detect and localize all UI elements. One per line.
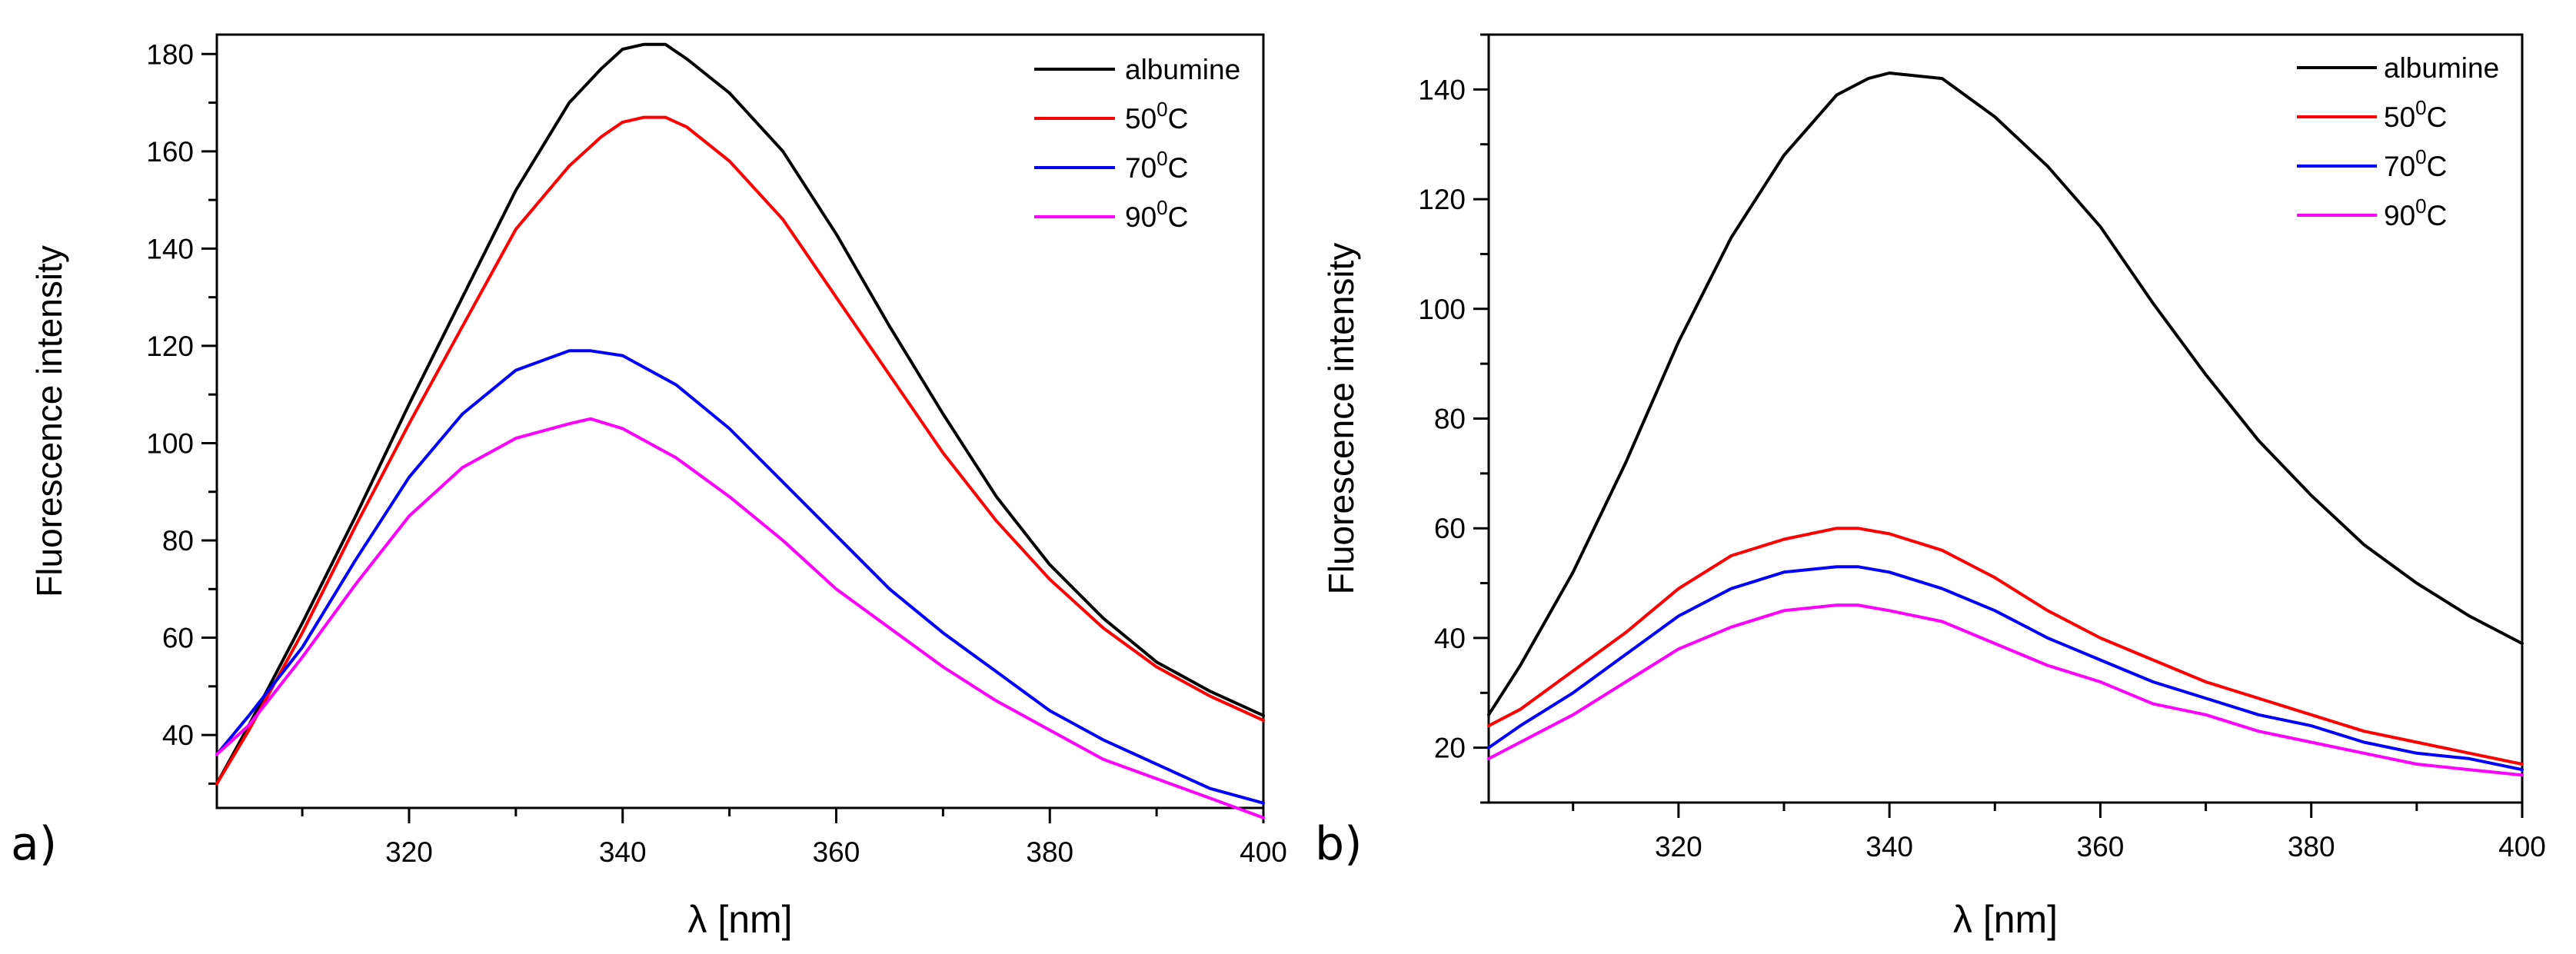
chart-b-legend-label: 500C [2384, 96, 2447, 133]
chart-a-x-axis-title: λ [nm] [687, 898, 792, 941]
chart-b-legend-label: 700C [2384, 145, 2447, 182]
chart-panel-b: 320 340 360 380 400 20 40 60 80 100 120 140 λ [nm] Fl… [1315, 33, 2546, 941]
chart-a-legend-label: 500C [1125, 98, 1188, 135]
chart-b-y-tick-label: 40 [1434, 623, 1466, 654]
chart-b-legend-label: albumine [2384, 52, 2499, 84]
chart-a-panel-label: a) [11, 817, 57, 871]
chart-a-y-tick-label: 140 [146, 233, 194, 264]
chart-b-x-tick-label: 400 [2498, 831, 2546, 863]
chart-b-x-tick-label: 320 [1655, 831, 1702, 863]
chart-b-y-tick-label: 60 [1434, 513, 1466, 544]
chart-b-y-tick-label: 140 [1418, 74, 1466, 105]
chart-a-legend-label: 700C [1125, 147, 1188, 184]
chart-a-y-tick-label: 100 [146, 427, 194, 459]
chart-a-legend-label: 900C [1125, 196, 1188, 233]
chart-a-y-tick-label: 180 [146, 38, 194, 70]
chart-a-legend-label: albumine [1125, 54, 1240, 85]
chart-b-y-tick-label: 80 [1434, 404, 1466, 435]
chart-a-y-tick-label: 40 [162, 720, 194, 751]
chart-a-frame [215, 33, 1265, 809]
chart-a-series-albumine [215, 42, 1265, 786]
chart-a-x-tick-label: 400 [1240, 836, 1287, 868]
chart-b-x-tick-label: 340 [1865, 831, 1913, 863]
chart-b-legend-label: 900C [2384, 194, 2447, 231]
chart-a-y-tick-label: 120 [146, 331, 194, 362]
chart-b-x-axis-title: λ [nm] [1953, 898, 2058, 941]
chart-a-y-tick-label: 80 [162, 525, 194, 557]
chart-b-x-tick-label: 380 [2288, 831, 2335, 863]
chart-a-x-tick-label: 320 [385, 836, 433, 868]
chart-a-y-axis-title: Fluorescence intensity [29, 245, 69, 597]
chart-a-series-90c [215, 417, 1265, 819]
chart-b-y-tick-label: 100 [1418, 294, 1466, 325]
chart-b-panel-label: b) [1315, 817, 1363, 871]
chart-a-y-tick-label: 160 [146, 136, 194, 168]
chart-a-x-tick-label: 360 [813, 836, 860, 868]
chart-a-x-tick-label: 380 [1026, 836, 1073, 868]
chart-panel-a: 320 340 360 380 400 40 60 80 100 120 140 160 180 λ [n… [11, 33, 1287, 941]
chart-a-series-70c [215, 349, 1265, 805]
chart-b-series-90c [1487, 603, 2524, 777]
chart-b-y-tick-label: 20 [1434, 733, 1466, 764]
chart-b-y-axis-title: Fluorescence intensity [1321, 243, 1361, 595]
chart-a-series-50c [215, 115, 1265, 786]
chart-b-y-tick-label: 120 [1418, 184, 1466, 215]
chart-b-series-50c [1487, 527, 2524, 766]
chart-b-series-70c [1487, 565, 2524, 772]
chart-a-x-tick-label: 340 [599, 836, 647, 868]
chart-b-x-tick-label: 360 [2077, 831, 2125, 863]
chart-a-y-tick-label: 60 [162, 623, 194, 654]
chart-b-series-albumine [1487, 71, 2524, 716]
